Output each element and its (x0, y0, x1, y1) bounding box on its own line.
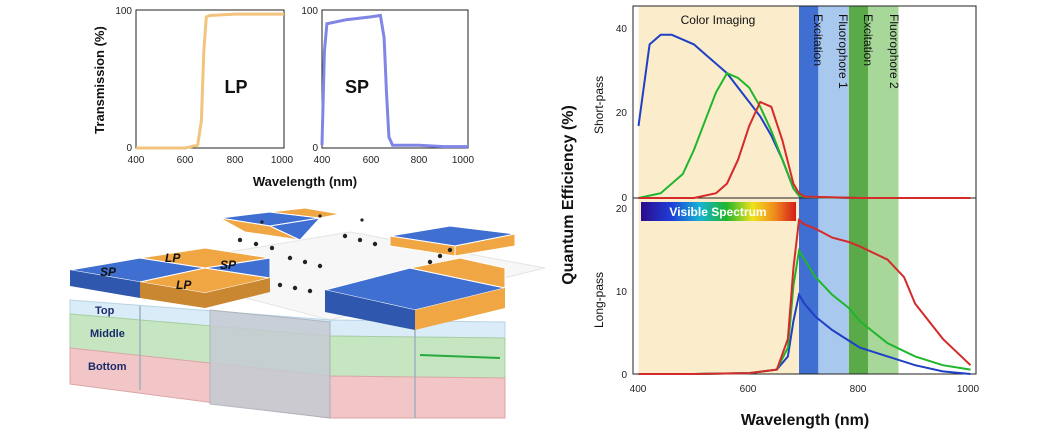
short-pass-y-tick: 20 (616, 108, 628, 119)
band-label-excitation-2: Excitation (861, 14, 875, 66)
pixel-label-sp: SP (220, 258, 237, 272)
lp-x-tick: 800 (227, 155, 244, 166)
lp-transmission-line (136, 12, 284, 150)
pixel-back-4 (268, 217, 322, 241)
long-pass-series-group (638, 218, 972, 375)
short-pass-series-green (638, 71, 971, 199)
layer-label-middle: Middle (90, 328, 125, 340)
visible-spectrum-bar (641, 202, 796, 221)
band-label-excitation-1: Excitation (811, 14, 825, 66)
excitation-1-band (799, 6, 819, 374)
qe-y-axis-label: Quantum Efficiency (%) (560, 105, 577, 285)
lp-x-tick: 400 (128, 155, 145, 166)
pixel-block-side (70, 270, 140, 298)
short-pass-series-red (638, 100, 971, 199)
fluorophore-1-band (818, 6, 849, 374)
lp-y-tick: 100 (115, 6, 132, 17)
pixel-back-2 (269, 207, 341, 219)
pixel-front-right-2 (409, 257, 506, 289)
sp-transmission-plot: SP 400 600 800 1000 0 100 (301, 6, 474, 166)
sp-y-tick: 100 (301, 6, 318, 17)
band-label-fluorophore-1: Fluorophore 1 (836, 14, 850, 89)
ellipsis-dots (237, 214, 453, 294)
band-label-fluorophore-2: Fluorophore 2 (887, 14, 901, 89)
lp-label: LP (224, 77, 247, 97)
lp-x-tick: 600 (177, 155, 194, 166)
layer-label-bottom: Bottom (88, 361, 127, 373)
lp-x-tick: 1000 (271, 155, 294, 166)
long-pass-y-tick: 10 (616, 287, 628, 298)
qe-x-tick: 1000 (957, 384, 980, 395)
short-pass-y-tick: 40 (616, 24, 628, 35)
sp-x-tick: 400 (314, 155, 331, 166)
green-edge-line (419, 354, 501, 359)
pixel-label-sp: SP (100, 265, 117, 279)
short-pass-panel-label: Short-pass (592, 76, 606, 134)
pixel-block-side (140, 282, 205, 308)
sp-plot-frame (321, 9, 469, 149)
excitation-2-band (848, 6, 869, 374)
short-pass-y-tick: 0 (621, 193, 627, 204)
lp-transmission-plot: LP 400 600 800 1000 0 100 Transmission (… (92, 6, 294, 166)
pixel-label-lp: LP (165, 251, 181, 265)
sp-x-tick: 800 (411, 155, 428, 166)
qe-x-tick: 600 (740, 384, 757, 395)
pixel-back-7 (454, 233, 516, 257)
sp-x-tick: 600 (363, 155, 380, 166)
filter-x-axis-label: Wavelength (nm) (253, 174, 357, 189)
qe-chart: Visible Spectrum Color Imaging Excitatio… (560, 5, 980, 429)
sensor-grey-column (209, 309, 331, 419)
layer-bottom-side (329, 375, 506, 419)
pixel-label-lp: LP (176, 278, 192, 292)
transmission-y-axis-label: Transmission (%) (92, 26, 107, 134)
qe-x-axis-label: Wavelength (nm) (741, 412, 869, 429)
pixel-block-side (325, 290, 415, 330)
pixel-block-side (415, 288, 505, 330)
qe-x-tick: 400 (630, 384, 647, 395)
lp-y-tick: 0 (126, 143, 132, 154)
long-pass-y-tick: 0 (621, 370, 627, 381)
sensor-diagram: Top Middle Bottom SP LP SP LP (69, 207, 546, 419)
lp-plot-frame (135, 9, 285, 149)
layer-label-top: Top (95, 305, 115, 317)
long-pass-panel-label: Long-pass (592, 272, 606, 328)
color-imaging-label: Color Imaging (681, 13, 756, 27)
pixel-block-side (205, 278, 270, 308)
long-pass-series-red (638, 218, 972, 375)
sp-y-tick: 0 (312, 143, 318, 154)
sp-x-tick: 1000 (452, 155, 475, 166)
pixel-sp-2 (204, 257, 271, 279)
short-pass-series-group (637, 33, 971, 199)
long-pass-y-tick: 20 (616, 204, 628, 215)
sp-label: SP (345, 77, 369, 97)
fluorophore-2-band (868, 6, 899, 374)
sp-transmission-line (320, 13, 468, 149)
qe-x-tick: 800 (850, 384, 867, 395)
visible-spectrum-label: Visible Spectrum (669, 205, 766, 219)
